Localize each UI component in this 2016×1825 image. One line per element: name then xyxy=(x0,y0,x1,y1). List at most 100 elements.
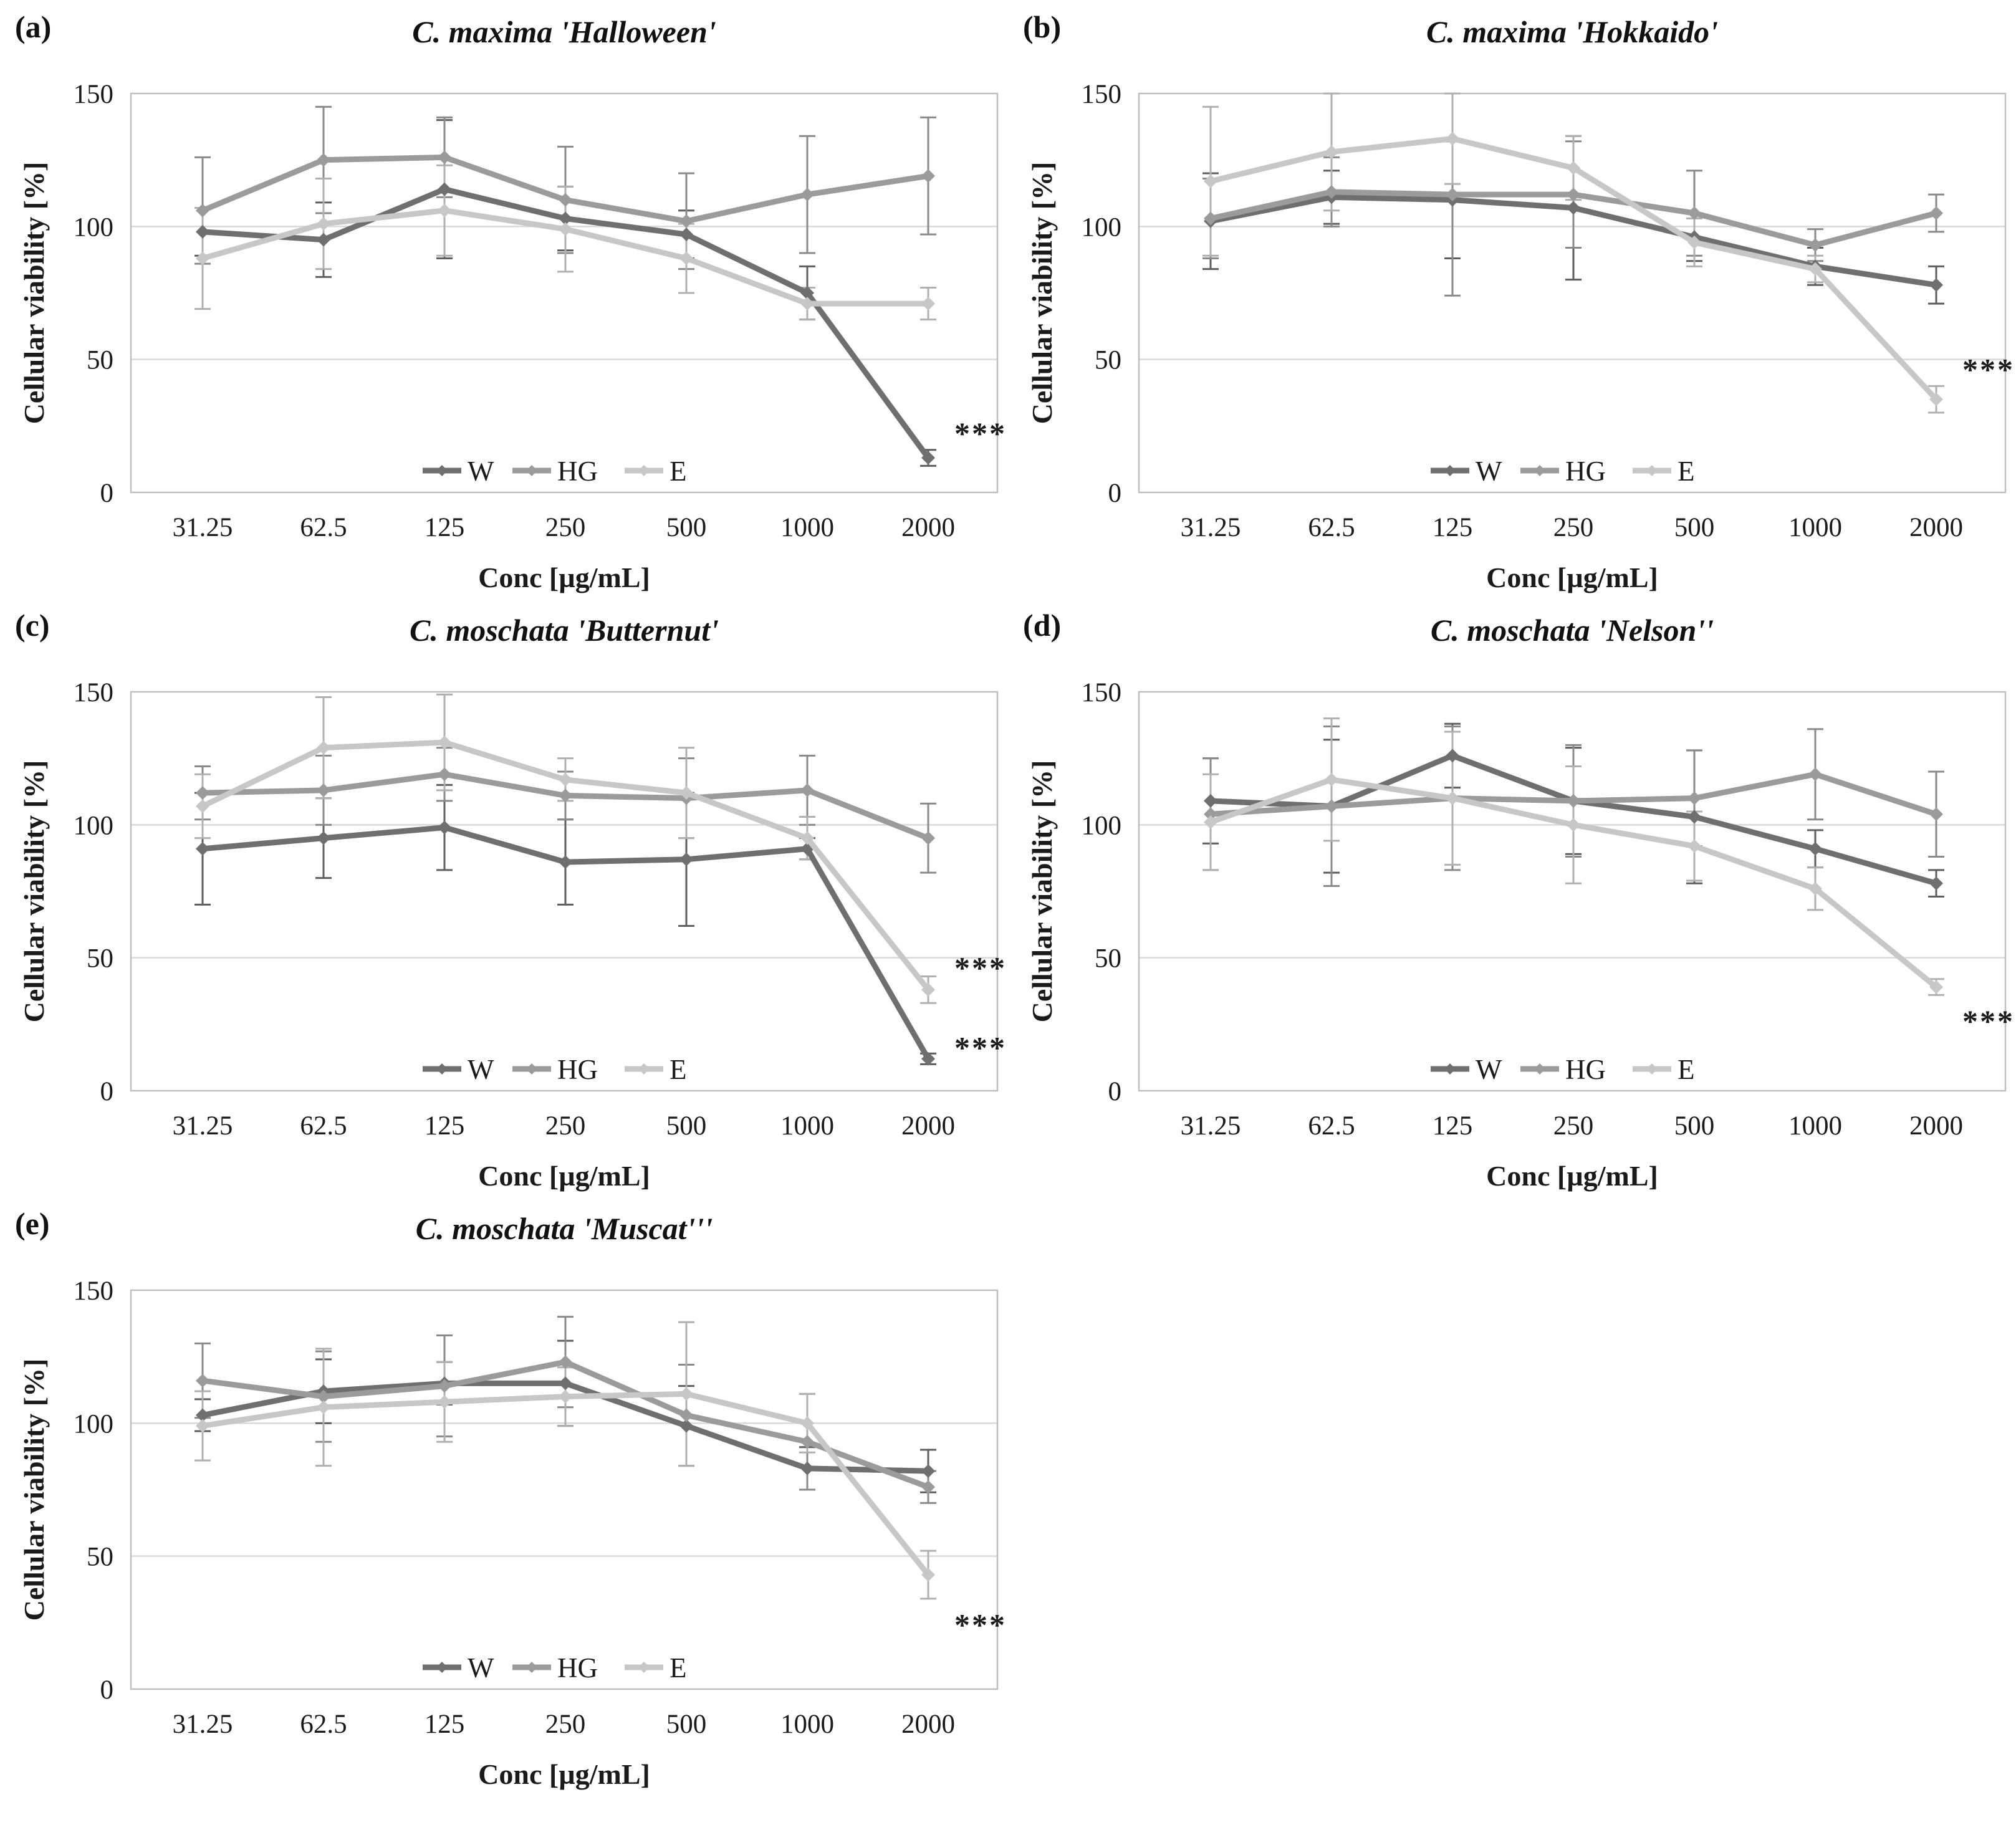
marker-HG-2000 xyxy=(921,169,935,183)
marker-W-125 xyxy=(1446,749,1459,763)
marker-E-1000 xyxy=(800,831,814,845)
marker-E-2000 xyxy=(921,1568,935,1582)
legend-item-W: W xyxy=(1431,456,1502,487)
x-tick-label-2000: 2000 xyxy=(901,1710,955,1739)
y-tick-label-100: 100 xyxy=(74,811,114,840)
marker-E-2000 xyxy=(921,297,935,311)
marker-HG-31.25 xyxy=(1204,211,1217,226)
marker-E-250 xyxy=(559,772,572,787)
plot-border xyxy=(130,1289,999,1690)
y-tick-label-50: 50 xyxy=(87,944,113,974)
marker-E-1000 xyxy=(1808,881,1822,896)
x-tick-label-500: 500 xyxy=(666,513,707,542)
marker-W-1000 xyxy=(800,286,814,300)
marker-HG-62.5 xyxy=(1325,184,1338,199)
marker-HG-500 xyxy=(1687,206,1701,220)
legend-marker-HG xyxy=(1534,1063,1545,1075)
marker-E-125 xyxy=(1446,791,1459,805)
x-tick-label-62.5: 62.5 xyxy=(300,1111,347,1141)
y-tick-label-150: 150 xyxy=(74,80,114,109)
plot-border xyxy=(1138,691,2007,1092)
marker-HG-125 xyxy=(438,150,451,165)
marker-HG-250 xyxy=(559,788,572,803)
legend-marker-E xyxy=(638,465,650,476)
marker-W-250 xyxy=(559,855,572,869)
y-tick-label-150: 150 xyxy=(74,678,114,707)
x-tick-label-62.5: 62.5 xyxy=(300,1710,347,1739)
x-axis-title: Conc [µg/mL] xyxy=(1486,562,1658,593)
marker-W-31.25 xyxy=(196,224,209,239)
y-tick-label-150: 150 xyxy=(74,1277,114,1306)
y-tick-label-100: 100 xyxy=(1082,811,1122,840)
x-tick-label-125: 125 xyxy=(425,1111,465,1141)
marker-E-500 xyxy=(679,251,693,266)
marker-W-1000 xyxy=(800,1461,814,1475)
legend-item-W: W xyxy=(423,1054,494,1085)
marker-E-2000 xyxy=(1929,980,1943,994)
legend-marker-E xyxy=(638,1662,650,1673)
chart-canvas-c: 0 50 100 150 31.25 62.5 125 250 500 1000 2000 Conc … xyxy=(18,678,1007,1192)
marker-E-2000 xyxy=(921,982,935,997)
marker-HG-62.5 xyxy=(317,783,330,797)
x-tick-label-500: 500 xyxy=(1674,513,1715,542)
panel-a: (a) C. maxima 'Halloween' 0 50 100 150 31.25… xyxy=(0,0,1008,598)
marker-E-500 xyxy=(679,786,693,800)
legend-marker-W xyxy=(436,465,448,476)
legend-item-HG: HG xyxy=(1520,1054,1606,1085)
marker-E-62.5 xyxy=(317,1400,330,1414)
significance-marker-0: *** xyxy=(954,1607,1007,1642)
x-tick-label-31.25: 31.25 xyxy=(173,1710,233,1739)
legend-marker-W xyxy=(1444,465,1456,476)
x-tick-label-250: 250 xyxy=(545,513,586,542)
chart-title-c: C. moschata 'Butternut' xyxy=(410,613,719,648)
significance-marker-0: *** xyxy=(1962,352,2015,387)
panel-label-b: (b) xyxy=(1023,9,1062,44)
marker-E-31.25 xyxy=(196,1419,209,1433)
plot-border xyxy=(130,92,999,494)
marker-E-31.25 xyxy=(1204,815,1217,830)
legend-item-HG: HG xyxy=(1520,456,1606,487)
marker-W-250 xyxy=(559,1376,572,1391)
x-tick-label-250: 250 xyxy=(545,1111,586,1141)
y-tick-label-100: 100 xyxy=(1082,213,1122,242)
x-tick-label-1000: 1000 xyxy=(1788,1111,1842,1141)
legend-label-HG: HG xyxy=(557,456,598,487)
marker-E-1000 xyxy=(800,1416,814,1430)
legend-label-W: W xyxy=(1476,1054,1502,1085)
legend-item-HG: HG xyxy=(512,1652,598,1684)
x-tick-label-125: 125 xyxy=(425,513,465,542)
x-axis-title: Conc [µg/mL] xyxy=(478,1160,650,1192)
x-tick-label-2000: 2000 xyxy=(901,513,955,542)
marker-HG-250 xyxy=(559,193,572,207)
panel-label-a: (a) xyxy=(15,9,52,44)
legend-label-W: W xyxy=(468,1652,494,1684)
x-tick-label-250: 250 xyxy=(1553,1111,1594,1141)
marker-E-2000 xyxy=(1929,392,1943,406)
x-tick-label-31.25: 31.25 xyxy=(1181,1111,1241,1141)
marker-HG-62.5 xyxy=(317,153,330,167)
legend-label-E: E xyxy=(1678,1054,1695,1085)
x-tick-label-31.25: 31.25 xyxy=(1181,513,1241,542)
marker-W-31.25 xyxy=(1204,793,1217,808)
marker-E-62.5 xyxy=(1325,772,1338,787)
marker-E-1000 xyxy=(800,297,814,311)
x-tick-label-1000: 1000 xyxy=(780,1111,834,1141)
x-tick-label-62.5: 62.5 xyxy=(1308,513,1355,542)
marker-E-500 xyxy=(1687,839,1701,853)
panel-label-c: (c) xyxy=(15,608,50,643)
legend: W HG E xyxy=(423,456,687,487)
x-tick-label-250: 250 xyxy=(545,1710,586,1739)
y-axis-title: Cellular viability [%] xyxy=(1026,760,1058,1023)
y-tick-label-150: 150 xyxy=(1082,80,1122,109)
x-tick-label-62.5: 62.5 xyxy=(300,513,347,542)
marker-E-250 xyxy=(559,1389,572,1404)
significance-marker-0: *** xyxy=(954,951,1007,985)
marker-W-2000 xyxy=(1929,876,1943,891)
marker-W-1000 xyxy=(1808,841,1822,856)
marker-E-500 xyxy=(679,1387,693,1401)
chart-canvas-b: 0 50 100 150 31.25 62.5 125 250 500 1000 2000 Conc … xyxy=(1026,80,2015,593)
marker-HG-1000 xyxy=(800,188,814,202)
chart-title-e: C. moschata 'Muscat''' xyxy=(415,1211,713,1246)
y-tick-label-0: 0 xyxy=(100,1675,114,1705)
legend-item-E: E xyxy=(625,456,687,487)
